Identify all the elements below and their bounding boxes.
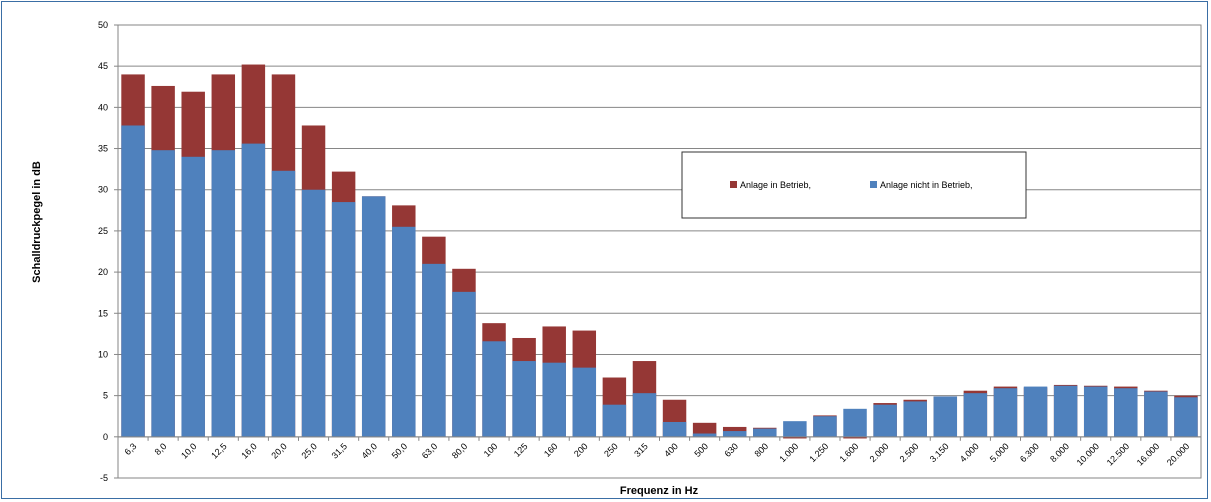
- bar-anlage-nicht-in-betrieb: [933, 396, 958, 437]
- legend: Anlage in Betrieb, Anlage nicht in Betri…: [681, 151, 1027, 219]
- y-tick-label: 50: [98, 20, 108, 30]
- bar-anlage-nicht-in-betrieb: [1144, 391, 1168, 437]
- bar-anlage-nicht-in-betrieb: [181, 156, 205, 437]
- bar-anlage-nicht-in-betrieb: [422, 263, 446, 437]
- bar-anlage-nicht-in-betrieb: [1114, 388, 1138, 437]
- y-axis-title: Schalldruckpegel in dB: [31, 161, 43, 283]
- bar-anlage-in-betrieb: [783, 436, 807, 439]
- y-tick-label: 10: [98, 349, 108, 359]
- bar-anlage-nicht-in-betrieb: [151, 150, 175, 437]
- bar-anlage-nicht-in-betrieb: [692, 433, 717, 437]
- bar-anlage-nicht-in-betrieb: [1174, 397, 1198, 437]
- bar-anlage-nicht-in-betrieb: [963, 393, 988, 437]
- bar-anlage-nicht-in-betrieb: [783, 421, 807, 437]
- plot-area: [117, 24, 1202, 479]
- y-tick-label: 40: [98, 102, 108, 112]
- bar-anlage-nicht-in-betrieb: [121, 125, 145, 437]
- bar-anlage-nicht-in-betrieb: [1053, 385, 1078, 437]
- bars: [121, 64, 1198, 439]
- y-tick-label: 35: [98, 144, 108, 154]
- bar-anlage-nicht-in-betrieb: [993, 388, 1018, 437]
- legend-swatch-anlage-in-betrieb: [730, 181, 737, 188]
- bar-anlage-nicht-in-betrieb: [211, 150, 236, 437]
- bar-anlage-nicht-in-betrieb: [331, 202, 356, 437]
- bar-anlage-nicht-in-betrieb: [271, 170, 296, 437]
- legend-swatch-anlage-nicht-in-betrieb: [870, 181, 877, 188]
- bar-anlage-in-betrieb: [843, 436, 867, 439]
- bar-anlage-nicht-in-betrieb: [753, 428, 777, 437]
- bar-anlage-nicht-in-betrieb: [301, 189, 326, 437]
- y-tick-label: 20: [98, 267, 108, 277]
- bar-anlage-nicht-in-betrieb: [482, 341, 506, 437]
- y-tick-label: 45: [98, 61, 108, 71]
- bar-anlage-nicht-in-betrieb: [452, 291, 476, 437]
- legend-label-anlage-nicht-in-betrieb: Anlage nicht in Betrieb,: [880, 180, 973, 190]
- bar-anlage-nicht-in-betrieb: [602, 404, 627, 437]
- bar-anlage-nicht-in-betrieb: [662, 421, 687, 437]
- bar-anlage-nicht-in-betrieb: [512, 361, 536, 437]
- bar-anlage-nicht-in-betrieb: [241, 143, 266, 437]
- bar-anlage-nicht-in-betrieb: [632, 393, 657, 437]
- y-tick-label: -5: [100, 473, 108, 483]
- bar-anlage-nicht-in-betrieb: [1083, 386, 1108, 437]
- bar-anlage-nicht-in-betrieb: [722, 431, 747, 437]
- bar-anlage-nicht-in-betrieb: [572, 367, 597, 437]
- legend-label-anlage-in-betrieb: Anlage in Betrieb,: [740, 180, 811, 190]
- bar-anlage-nicht-in-betrieb: [542, 362, 566, 437]
- bar-anlage-in-betrieb: [692, 422, 717, 437]
- bar-anlage-nicht-in-betrieb: [813, 416, 837, 437]
- y-tick-label: 5: [103, 391, 108, 401]
- y-tick-label: 30: [98, 185, 108, 195]
- y-tick-label: 15: [98, 308, 108, 318]
- y-tick-label: 25: [98, 226, 108, 236]
- bar-anlage-nicht-in-betrieb: [873, 404, 897, 437]
- bar-anlage-nicht-in-betrieb: [361, 196, 386, 437]
- y-axis: -5 0 5 10 15 20 25 30 35 40 45 50: [98, 20, 118, 483]
- bar-anlage-nicht-in-betrieb: [903, 401, 927, 437]
- x-axis-title: Frequenz in Hz: [620, 485, 699, 497]
- bar-anlage-nicht-in-betrieb: [843, 408, 867, 437]
- bar-anlage-nicht-in-betrieb: [1023, 386, 1048, 437]
- y-tick-label: 0: [103, 432, 108, 442]
- bar-anlage-nicht-in-betrieb: [392, 226, 416, 437]
- legend-box: [681, 151, 1027, 219]
